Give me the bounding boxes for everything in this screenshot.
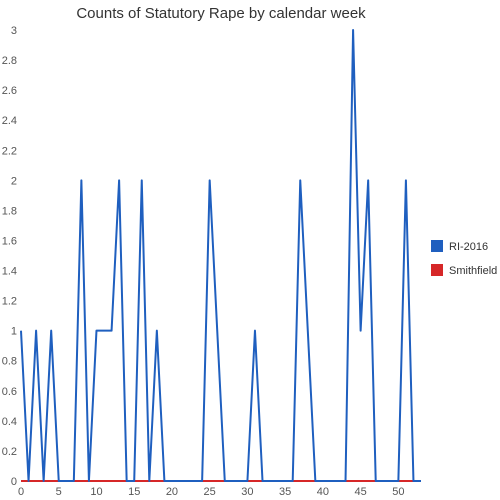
- x-tick-label: 20: [166, 486, 178, 498]
- x-tick-label: 10: [90, 486, 102, 498]
- x-tick-label: 35: [279, 486, 291, 498]
- y-tick-label: 2.2: [2, 145, 17, 157]
- x-tick-label: 0: [18, 486, 24, 498]
- y-tick-label: 0.6: [2, 386, 17, 398]
- y-tick-label: 1.6: [2, 235, 17, 247]
- legend-label: Smithfield: [449, 265, 497, 277]
- legend-item[interactable]: RI-2016: [431, 240, 488, 253]
- y-tick-label: 0: [11, 476, 17, 488]
- y-tick-label: 2.6: [2, 85, 17, 97]
- y-tick-label: 0.2: [2, 446, 17, 458]
- legend-swatch: [431, 240, 443, 252]
- series-line-ri-2016: [20, 29, 421, 482]
- y-tick-label: 1: [11, 326, 17, 338]
- x-tick-label: 50: [392, 486, 404, 498]
- y-tick-label: 1.4: [2, 266, 17, 278]
- y-tick-label: 2: [11, 175, 17, 187]
- y-axis: 0 0.2 0.4 0.6 0.8 1 1.2 1.4 1.6 1.8 2 2.2 2.4 2.6 2.8 3: [2, 25, 17, 488]
- x-tick-label: 15: [128, 486, 140, 498]
- legend-label: RI-2016: [449, 241, 488, 253]
- y-tick-label: 0.4: [2, 416, 17, 428]
- y-tick-label: 2.4: [2, 115, 17, 127]
- legend-swatch: [431, 264, 443, 276]
- y-tick-label: 0.8: [2, 356, 17, 368]
- y-tick-label: 3: [11, 25, 17, 37]
- x-tick-label: 30: [241, 486, 253, 498]
- x-axis: 0 5 10 15 20 25 30 35 40 45 50: [18, 486, 405, 498]
- series-group: [20, 29, 421, 482]
- legend-item[interactable]: Smithfield: [431, 264, 497, 277]
- x-tick-label: 40: [317, 486, 329, 498]
- x-tick-label: 5: [56, 486, 62, 498]
- y-tick-label: 1.2: [2, 296, 17, 308]
- x-tick-label: 25: [204, 486, 216, 498]
- x-tick-label: 45: [354, 486, 366, 498]
- y-tick-label: 2.8: [2, 55, 17, 67]
- legend[interactable]: RI-2016 Smithfield: [431, 240, 497, 277]
- y-tick-label: 1.8: [2, 205, 17, 217]
- chart-title: Counts of Statutory Rape by calendar wee…: [76, 5, 366, 22]
